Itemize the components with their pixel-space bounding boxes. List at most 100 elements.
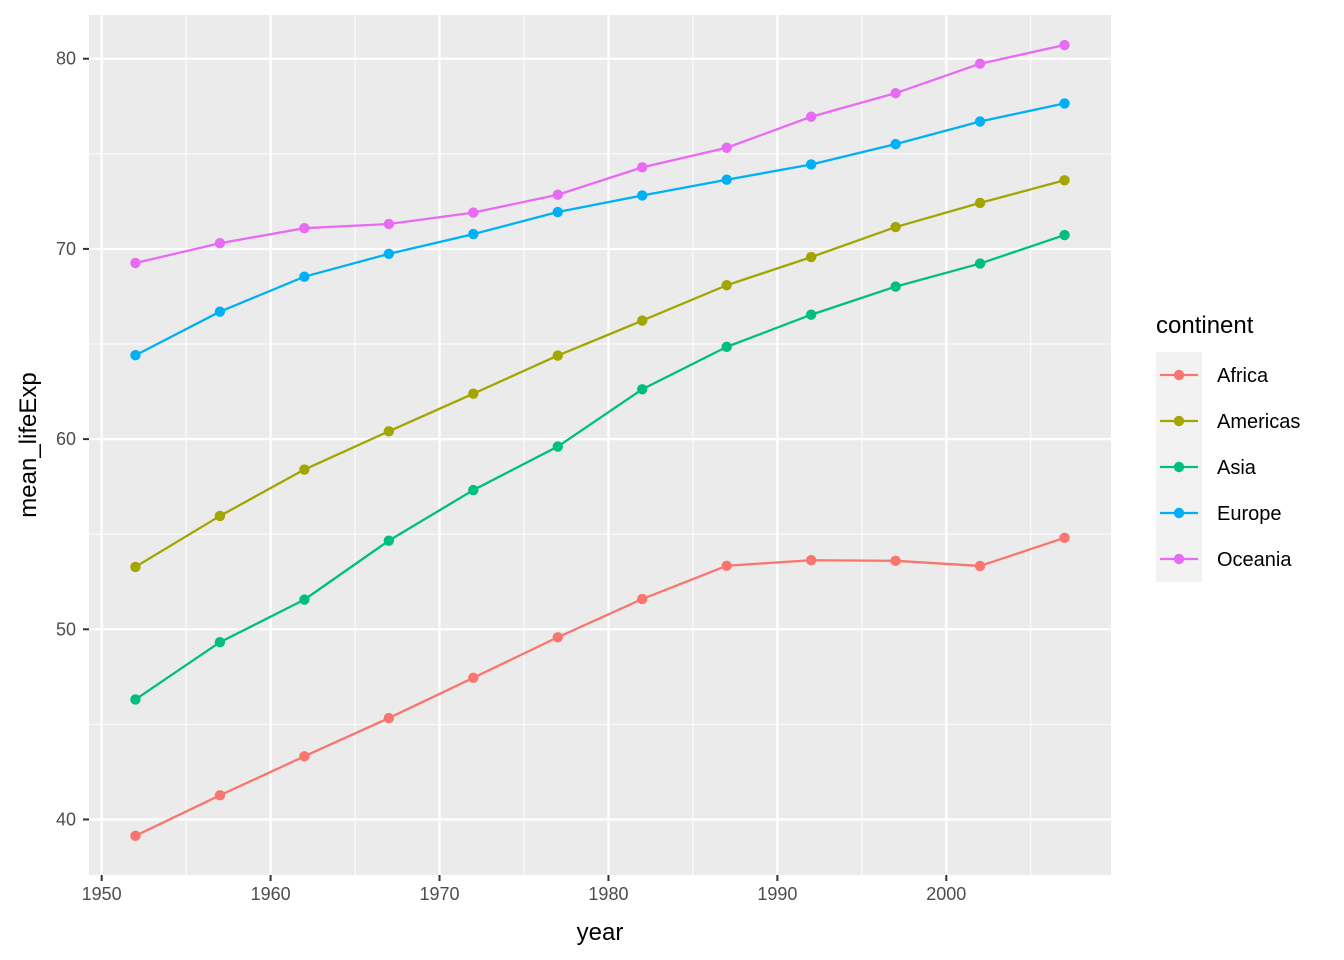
data-point-asia xyxy=(552,441,563,452)
legend-key-point xyxy=(1173,415,1185,427)
data-point-oceania xyxy=(130,257,141,269)
data-point-americas xyxy=(721,280,732,291)
data-point-americas xyxy=(890,221,901,233)
y-axis-title: mean_lifeExp xyxy=(15,372,42,517)
legend: continent Africa Americas Asia Europe Oceani… xyxy=(1156,312,1300,582)
series-line-oceania xyxy=(135,43,1065,265)
data-point-europe xyxy=(805,159,817,170)
data-point-africa xyxy=(805,555,817,566)
x-axis-title: year xyxy=(577,919,624,946)
legend-items: Africa Americas Asia Europe Oceania xyxy=(1160,365,1300,571)
x-tick-label: 1950 xyxy=(82,884,122,904)
data-point-americas xyxy=(1059,175,1070,186)
axis-ticks xyxy=(83,57,948,881)
legend-item-europe: Europe xyxy=(1160,503,1282,525)
data-point-oceania xyxy=(637,162,648,173)
y-tick-label: 50 xyxy=(56,619,76,639)
data-point-americas xyxy=(383,426,395,437)
legend-label: Americas xyxy=(1217,411,1300,433)
legend-label: Oceania xyxy=(1217,549,1292,571)
x-tick-label: 1980 xyxy=(588,884,628,904)
data-point-oceania xyxy=(383,218,395,230)
plot-panel xyxy=(89,15,1111,875)
data-point-oceania xyxy=(214,238,226,249)
data-point-asia xyxy=(299,594,310,605)
data-point-americas xyxy=(214,510,226,522)
data-point-asia xyxy=(805,309,817,320)
data-point-europe xyxy=(468,228,479,240)
data-point-oceania xyxy=(299,222,310,234)
legend-label: Africa xyxy=(1217,365,1269,387)
data-point-americas xyxy=(805,251,817,263)
data-point-africa xyxy=(468,672,479,683)
data-point-asia xyxy=(721,341,732,353)
data-point-asia xyxy=(1059,229,1070,241)
data-point-africa xyxy=(383,712,395,724)
y-tick-label: 80 xyxy=(56,49,76,69)
y-axis-tick-labels: 40 50 60 70 80 xyxy=(56,49,76,830)
data-point-europe xyxy=(1059,98,1070,109)
x-tick-label: 1990 xyxy=(757,884,797,904)
data-point-europe xyxy=(383,248,395,260)
legend-key-point xyxy=(1173,461,1185,473)
legend-item-oceania: Oceania xyxy=(1160,549,1292,571)
data-point-americas xyxy=(299,464,310,475)
data-point-asia xyxy=(637,384,648,395)
legend-key-point xyxy=(1173,507,1185,519)
data-point-asia xyxy=(974,258,986,269)
y-tick-label: 40 xyxy=(56,809,76,829)
legend-item-asia: Asia xyxy=(1160,457,1257,479)
data-point-asia xyxy=(130,694,141,705)
data-point-africa xyxy=(637,593,648,605)
data-point-oceania xyxy=(468,207,479,218)
data-point-europe xyxy=(299,271,310,282)
x-axis-tick-labels: 1950 1960 1970 1980 1990 2000 xyxy=(82,884,967,904)
data-point-europe xyxy=(890,138,901,150)
series-line-africa xyxy=(134,536,1065,837)
x-tick-label: 2000 xyxy=(926,884,966,904)
data-point-asia xyxy=(383,535,395,546)
series-lines xyxy=(134,43,1065,837)
data-point-oceania xyxy=(552,189,563,200)
x-tick-label: 1970 xyxy=(419,884,459,904)
legend-key-point xyxy=(1173,369,1185,381)
data-point-africa xyxy=(974,560,986,572)
data-point-asia xyxy=(214,637,226,648)
y-tick-label: 60 xyxy=(56,429,76,449)
data-point-americas xyxy=(468,388,479,399)
legend-label: Asia xyxy=(1217,457,1257,479)
data-point-oceania xyxy=(1059,39,1070,51)
data-point-oceania xyxy=(974,58,986,69)
data-point-oceania xyxy=(721,142,732,153)
legend-title: continent xyxy=(1156,312,1254,339)
data-point-asia xyxy=(468,484,479,496)
data-point-europe xyxy=(721,174,732,185)
x-tick-label: 1960 xyxy=(251,884,291,904)
data-point-europe xyxy=(637,190,648,201)
data-point-africa xyxy=(1059,532,1070,544)
data-point-asia xyxy=(890,281,901,292)
major-gridlines xyxy=(89,15,1111,875)
data-point-europe xyxy=(214,306,226,317)
y-tick-label: 70 xyxy=(56,239,76,259)
data-point-africa xyxy=(552,632,563,643)
data-point-oceania xyxy=(805,111,817,122)
data-point-americas xyxy=(130,561,141,573)
data-point-oceania xyxy=(890,87,901,99)
series-line-europe xyxy=(134,102,1065,357)
data-point-americas xyxy=(637,315,648,326)
data-point-africa xyxy=(299,751,310,762)
series-line-asia xyxy=(134,233,1065,701)
series-points xyxy=(130,39,1070,842)
minor-gridlines xyxy=(89,15,1111,875)
data-point-europe xyxy=(974,116,986,127)
legend-item-americas: Americas xyxy=(1160,411,1300,433)
data-point-africa xyxy=(890,555,901,567)
data-point-americas xyxy=(974,197,986,209)
data-point-africa xyxy=(721,560,732,571)
data-point-europe xyxy=(552,206,563,218)
data-point-africa xyxy=(130,830,141,842)
data-point-africa xyxy=(214,790,226,801)
data-point-europe xyxy=(130,350,141,361)
